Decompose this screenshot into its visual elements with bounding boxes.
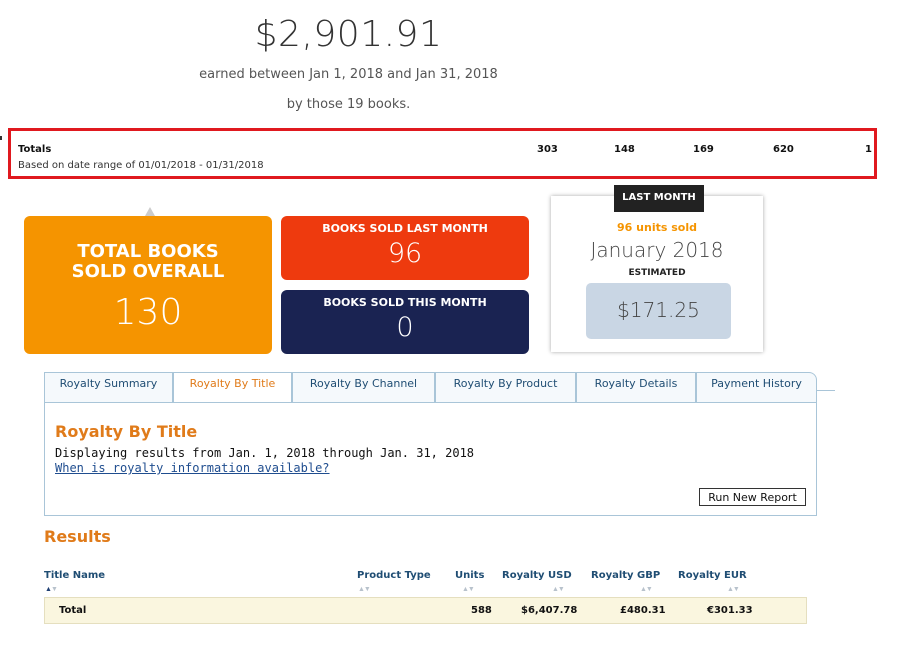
books-sold-last-month-title: BOOKS SOLD LAST MONTH: [322, 222, 488, 235]
edge-marker: [0, 136, 2, 140]
total-row-units: 588: [471, 605, 492, 616]
totals-highlight-box: [8, 128, 877, 179]
total-row-royalty-eur: €301.33: [707, 605, 753, 616]
last-month-tag: LAST MONTH: [614, 185, 704, 212]
books-sold-this-month-card: BOOKS SOLD THIS MONTH 0: [281, 290, 529, 354]
earnings-date-range: earned between Jan 1, 2018 and Jan 31, 2…: [199, 67, 498, 82]
tab-bar-line: [817, 390, 835, 391]
earnings-book-count: by those 19 books.: [286, 97, 411, 112]
tab-royalty-by-product[interactable]: Royalty By Product: [435, 372, 576, 402]
books-sold-last-month-value: 96: [387, 238, 423, 269]
sort-arrows-icon[interactable]: ▲▼: [727, 586, 740, 593]
total-books-sold-value: 130: [113, 292, 183, 333]
column-units[interactable]: Units: [455, 570, 485, 581]
table-total-row: [44, 597, 807, 624]
totals-value-4: 620: [773, 144, 794, 155]
total-row-royalty-usd: $6,407.78: [521, 605, 578, 616]
sort-ascending-icon[interactable]: ▲▼: [45, 586, 58, 593]
column-title-name[interactable]: Title Name: [44, 570, 106, 581]
total-row-label: Total: [59, 605, 87, 616]
tab-payment-history[interactable]: Payment History: [696, 372, 817, 402]
totals-value-1: 303: [537, 144, 558, 155]
totals-label: Totals: [18, 144, 52, 155]
sort-arrows-icon[interactable]: ▲▼: [358, 586, 371, 593]
report-panel: [44, 402, 817, 516]
tab-royalty-by-channel[interactable]: Royalty By Channel: [292, 372, 435, 402]
column-product-type[interactable]: Product Type: [357, 570, 431, 581]
earnings-amount: $2,901.91: [254, 14, 443, 55]
estimated-amount: $171.25: [586, 283, 731, 339]
sort-arrows-icon[interactable]: ▲▼: [640, 586, 653, 593]
sort-arrows-icon[interactable]: ▲▼: [552, 586, 565, 593]
column-royalty-gbp[interactable]: Royalty GBP: [591, 570, 661, 581]
totals-date-range: Based on date range of 01/01/2018 - 01/3…: [18, 160, 264, 171]
last-month-name: January 2018: [590, 238, 724, 262]
column-royalty-usd[interactable]: Royalty USD: [502, 570, 572, 581]
estimated-label: ESTIMATED: [628, 268, 686, 278]
tab-royalty-by-title[interactable]: Royalty By Title: [173, 372, 292, 404]
results-title: Results: [44, 527, 111, 546]
totals-value-3: 169: [693, 144, 714, 155]
tab-royalty-summary[interactable]: Royalty Summary: [44, 372, 173, 402]
totals-value-5: 1: [865, 144, 872, 155]
panel-title: Royalty By Title: [55, 422, 198, 441]
run-new-report-button[interactable]: Run New Report: [699, 488, 806, 506]
royalty-tabs: Royalty Summary Royalty By Title Royalty…: [44, 372, 817, 404]
books-sold-this-month-value: 0: [396, 312, 414, 343]
total-books-sold-title: TOTAL BOOKS SOLD OVERALL: [71, 241, 225, 282]
books-sold-last-month-card: BOOKS SOLD LAST MONTH 96: [281, 216, 529, 280]
total-books-sold-card: TOTAL BOOKS SOLD OVERALL 130: [24, 216, 272, 354]
column-royalty-eur[interactable]: Royalty EUR: [678, 570, 747, 581]
sort-arrows-icon[interactable]: ▲▼: [462, 586, 475, 593]
totals-value-2: 148: [614, 144, 635, 155]
books-sold-this-month-title: BOOKS SOLD THIS MONTH: [323, 296, 487, 309]
total-row-royalty-gbp: £480.31: [620, 605, 666, 616]
pointer-triangle: [145, 207, 155, 216]
last-month-units: 96 units sold: [617, 221, 697, 234]
displaying-results-text: Displaying results from Jan. 1, 2018 thr…: [55, 446, 475, 460]
tab-royalty-details[interactable]: Royalty Details: [576, 372, 696, 402]
royalty-info-link[interactable]: When is royalty information available?: [55, 461, 330, 475]
